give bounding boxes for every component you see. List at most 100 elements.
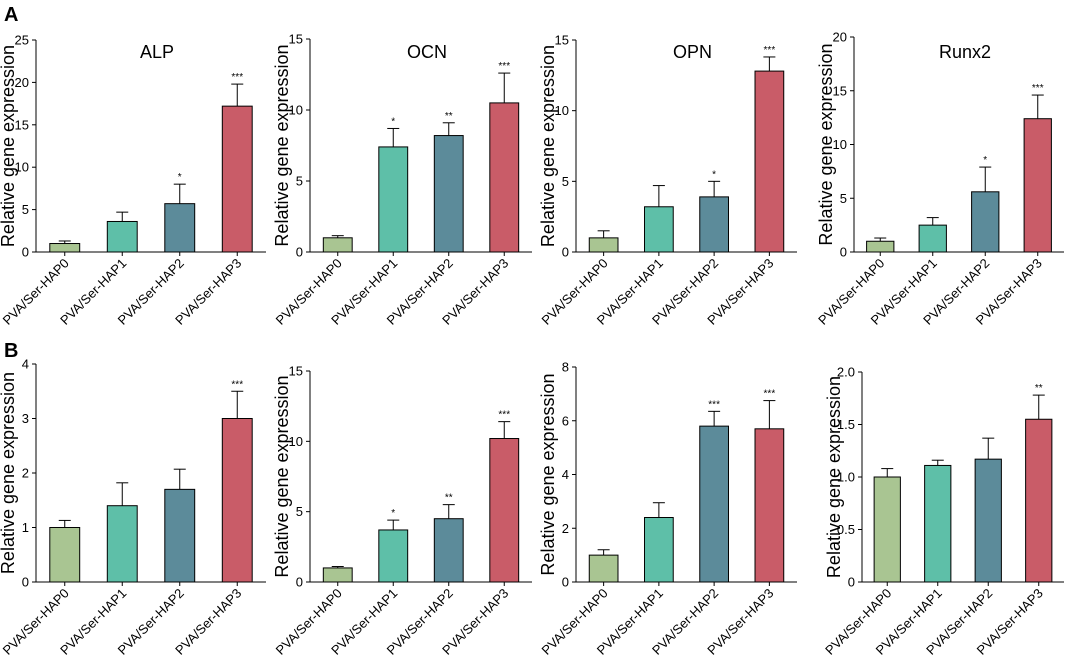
y-axis-label: Relative gene expression	[538, 373, 558, 575]
bar	[106, 505, 138, 583]
significance-label: *	[391, 508, 395, 519]
y-tick-label: 20	[833, 30, 847, 45]
bar	[164, 488, 196, 583]
y-tick-label: 10	[289, 434, 303, 449]
significance-label: ***	[708, 399, 720, 410]
y-tick-label: 5	[296, 504, 303, 519]
y-tick-label: 6	[562, 413, 569, 428]
y-axis-label: Relative gene expression	[272, 44, 292, 246]
y-tick-label: 15	[555, 33, 569, 48]
significance-label: *	[712, 169, 716, 180]
bar	[489, 102, 520, 253]
bar	[221, 105, 253, 253]
bar	[918, 224, 947, 253]
significance-label: ***	[1032, 83, 1044, 94]
chart-title: OCN	[407, 42, 447, 62]
bar	[924, 464, 952, 583]
bar	[489, 438, 520, 583]
bar	[971, 191, 1000, 253]
y-tick-label: 0	[562, 575, 569, 590]
bar	[164, 203, 196, 253]
chart-title: ALP	[140, 42, 174, 62]
y-tick-label: 25	[15, 33, 29, 48]
y-tick-label: 10	[289, 103, 303, 118]
y-axis-label: Relative gene expression	[272, 375, 292, 577]
panel-label-b: B	[4, 340, 18, 362]
y-tick-label: 10	[833, 137, 847, 152]
bar	[754, 428, 785, 583]
bar	[588, 554, 619, 583]
bar	[378, 146, 409, 253]
significance-label: ***	[764, 389, 776, 400]
significance-label: **	[445, 493, 453, 504]
y-tick-label: 0	[562, 245, 569, 260]
y-tick-label: 10	[555, 103, 569, 118]
significance-label: *	[178, 172, 182, 183]
significance-label: ***	[231, 72, 243, 83]
bar	[866, 240, 895, 253]
significance-label: ***	[231, 379, 243, 390]
y-tick-label: 0	[296, 575, 303, 590]
y-tick-label: 1	[22, 520, 29, 535]
bar	[378, 529, 409, 583]
bar	[699, 196, 729, 253]
bar	[433, 135, 464, 253]
y-axis-label: Relative gene expression	[0, 45, 18, 247]
y-tick-label: 15	[15, 117, 29, 132]
y-tick-label: 2	[562, 521, 569, 536]
bar	[221, 418, 253, 583]
significance-label: *	[391, 116, 395, 127]
significance-label: **	[1035, 383, 1043, 394]
significance-label: ***	[764, 45, 776, 56]
bar	[644, 517, 674, 583]
y-tick-label: 0	[296, 245, 303, 260]
bar	[1025, 418, 1053, 583]
bar	[433, 518, 464, 583]
y-tick-label: 15	[833, 83, 847, 98]
y-tick-label: 8	[562, 360, 569, 375]
bar	[873, 476, 901, 583]
y-tick-label: 0	[848, 575, 855, 590]
y-tick-label: 20	[15, 75, 29, 90]
y-tick-label: 0	[22, 245, 29, 260]
significance-label: ***	[498, 61, 510, 72]
y-tick-label: 0	[840, 245, 847, 260]
bar	[49, 527, 81, 583]
y-tick-label: 3	[22, 411, 29, 426]
chart-title: OPN	[673, 42, 712, 62]
panel-label-a: A	[4, 4, 18, 26]
y-tick-label: 2	[22, 466, 29, 481]
y-tick-label: 15	[289, 32, 303, 47]
bar	[974, 458, 1002, 583]
y-tick-label: 0	[22, 575, 29, 590]
bar	[322, 237, 353, 253]
y-tick-label: 4	[22, 357, 29, 372]
y-tick-label: 5	[840, 191, 847, 206]
significance-label: *	[983, 155, 987, 166]
significance-label: ***	[498, 410, 510, 421]
y-tick-label: 5	[22, 202, 29, 217]
y-axis-label: Relative gene expression	[816, 43, 836, 245]
bar	[754, 70, 785, 253]
y-axis-label: Relative gene expression	[824, 376, 844, 578]
y-axis-label: Relative gene expression	[0, 372, 18, 574]
y-axis-label: Relative gene expression	[538, 45, 558, 247]
y-tick-label: 15	[289, 364, 303, 379]
bar	[49, 243, 81, 253]
y-tick-label: 4	[562, 467, 569, 482]
y-tick-label: 5	[296, 174, 303, 189]
y-tick-label: 1.5	[837, 417, 855, 432]
significance-label: **	[445, 111, 453, 122]
bar	[322, 567, 353, 583]
y-tick-label: 10	[15, 160, 29, 175]
bar	[699, 425, 729, 583]
